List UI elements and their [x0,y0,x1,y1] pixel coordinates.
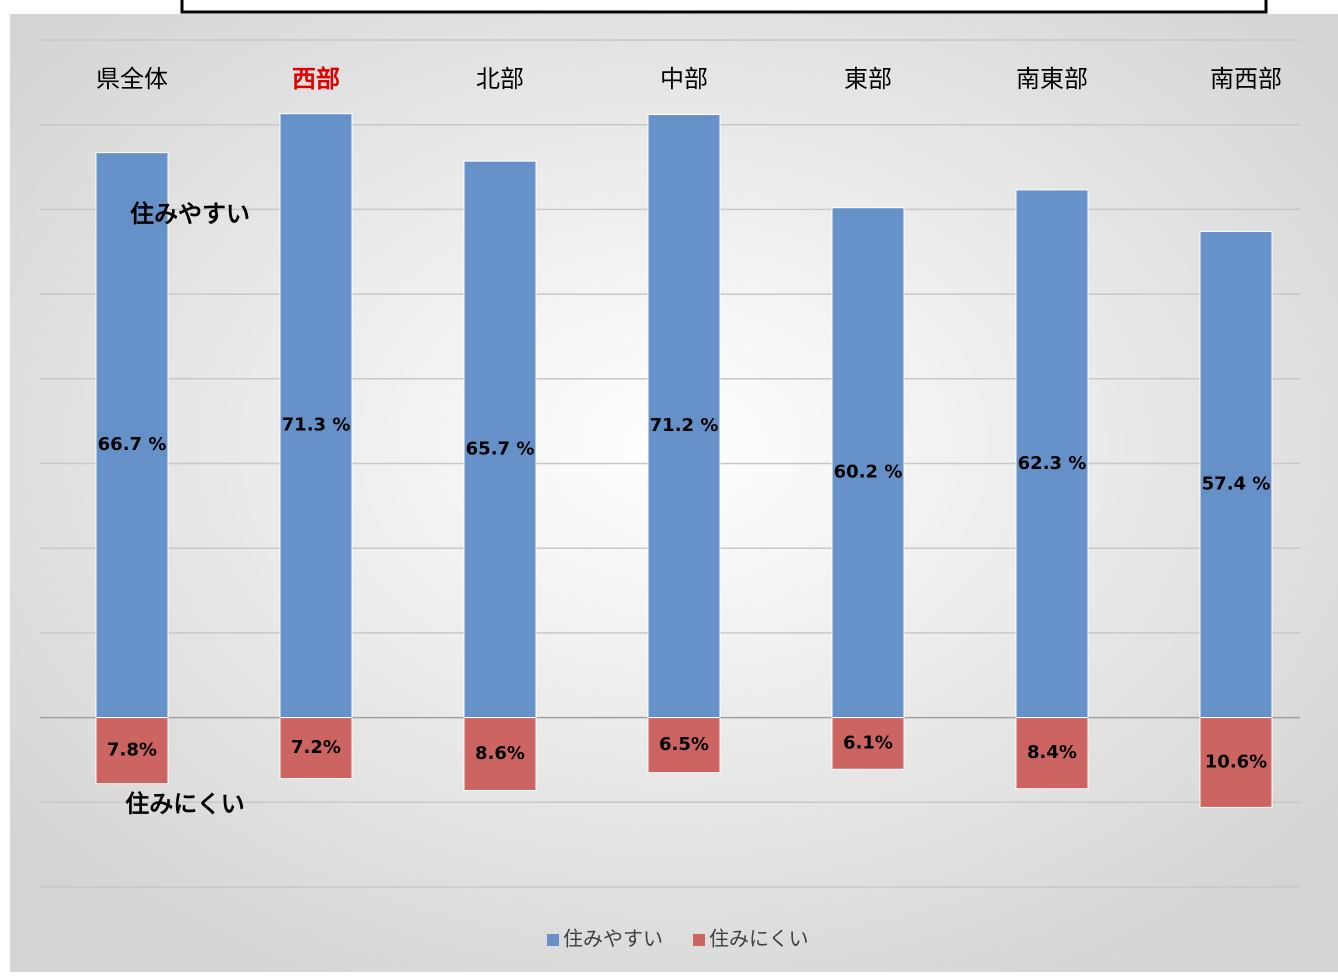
legend-label: 住みやすい [563,927,663,951]
bar [1199,717,1273,808]
bar [95,717,169,785]
data-label: 10.6% [1205,751,1267,772]
x-tick-label: 南東部 [1016,65,1088,93]
data-label: 8.6% [475,743,525,764]
x-tick-label: 北部 [476,65,524,93]
data-label: 8.4% [1027,742,1077,763]
bar [1015,189,1089,719]
data-label: 65.7 % [466,438,535,459]
legend-swatch [693,934,705,946]
annotation: 住みにくい [125,790,245,818]
data-label: 60.2 % [834,462,903,483]
bar [279,113,353,719]
bar [831,717,905,770]
data-label: 7.8% [107,740,157,761]
x-tick-label: 南西部 [1210,65,1282,93]
legend: 住みやすい 住みにくい [547,927,809,951]
title-box [180,0,1268,14]
bar [1015,717,1089,790]
data-label: 6.1% [843,732,893,753]
x-tick-label: 東部 [844,65,892,93]
x-tick-label: 西部 [292,65,340,93]
bar [279,717,353,780]
legend-swatch [547,934,559,946]
legend-label: 住みにくい [709,927,809,951]
x-tick-label: 中部 [660,65,708,93]
data-label: 71.2 % [650,415,719,436]
bar [831,207,905,719]
x-tick-label: 県全体 [96,65,168,93]
data-label: 66.7 % [98,434,167,455]
bar [463,160,537,719]
bar [95,152,169,719]
annotation: 住みやすい [130,200,250,228]
data-label: 57.4 % [1202,474,1271,495]
bar [647,114,721,719]
data-label: 71.3 % [282,415,351,436]
data-label: 6.5% [659,734,709,755]
data-label: 7.2% [291,737,341,758]
bar [647,717,721,774]
data-label: 62.3 % [1018,453,1087,474]
bar [463,717,537,791]
